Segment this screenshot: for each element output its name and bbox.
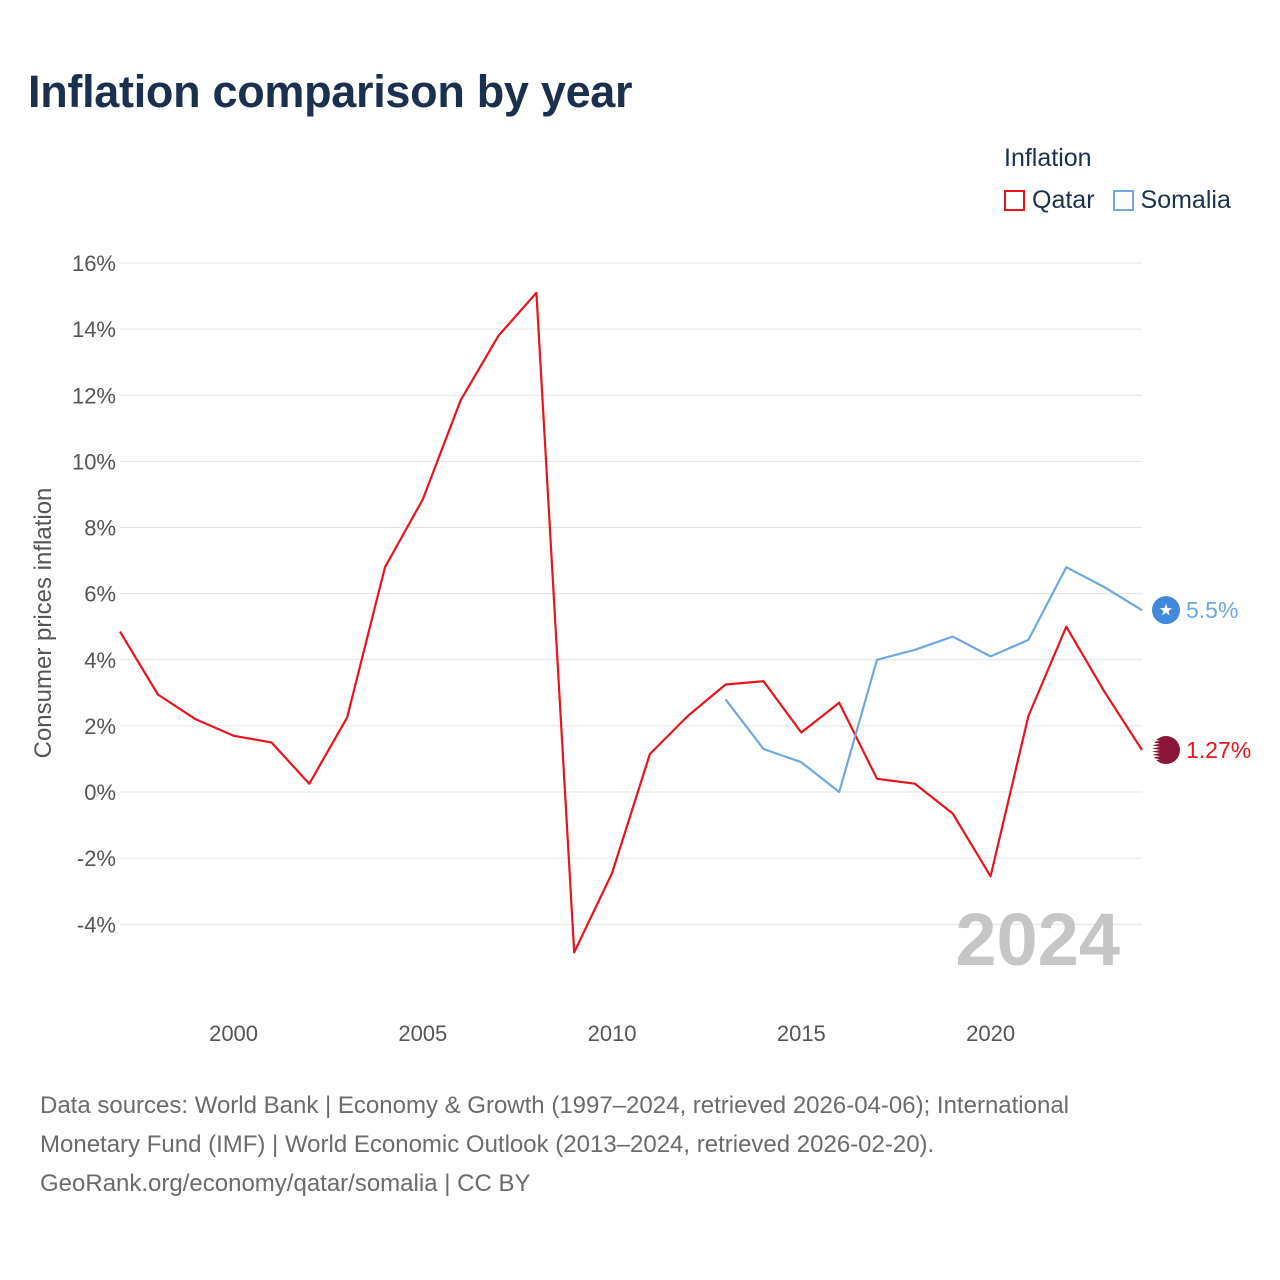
legend-item-qatar[interactable]: Qatar (1004, 186, 1095, 215)
legend: Qatar Somalia (1004, 186, 1231, 215)
y-tick-label: 6% (84, 582, 116, 607)
y-tick-label: -2% (77, 846, 116, 871)
series-line-qatar[interactable] (119, 291, 1143, 954)
y-axis-ticks: -4% -2% 0% 2% 4% 6% 8% 10% 12% 14% 16% (72, 251, 116, 937)
legend-item-somalia[interactable]: Somalia (1112, 186, 1231, 215)
footer: Data sources: World Bank | Economy & Gro… (40, 1086, 1069, 1203)
y-tick-label: 10% (72, 449, 116, 474)
x-tick-label: 2015 (777, 1021, 826, 1046)
y-tick-label: 2% (84, 714, 116, 739)
y-tick-label: -4% (77, 912, 116, 937)
x-tick-label: 2000 (209, 1021, 258, 1046)
end-markers: 1.27% 5.5% (1152, 596, 1251, 765)
y-tick-label: 16% (72, 251, 116, 276)
y-tick-label: 8% (84, 516, 116, 541)
end-value-label-somalia: 5.5% (1186, 597, 1238, 623)
x-tick-label: 2005 (398, 1021, 447, 1046)
current-year-label: 2024 (955, 898, 1120, 981)
legend-label-somalia: Somalia (1140, 186, 1231, 214)
legend-swatch-somalia (1112, 190, 1134, 211)
footer-sources-line2: Monetary Fund (IMF) | World Economic Out… (40, 1131, 935, 1158)
end-value-label-qatar: 1.27% (1186, 737, 1251, 763)
y-axis-label: Consumer prices inflation (30, 488, 57, 759)
y-tick-label: 12% (72, 383, 116, 408)
y-tick-label: 14% (72, 317, 116, 342)
series-line-somalia[interactable] (724, 566, 1143, 794)
legend-title: Inflation (1004, 144, 1092, 172)
y-tick-label: 0% (84, 780, 116, 805)
gridlines (120, 262, 1142, 925)
legend-swatch-qatar (1004, 190, 1025, 211)
somalia-flag-icon (1152, 596, 1180, 625)
x-tick-label: 2010 (588, 1021, 637, 1046)
legend-label-qatar: Qatar (1032, 186, 1095, 214)
x-axis-ticks: 2000 2005 2010 2015 2020 (209, 1021, 1015, 1046)
footer-credit[interactable]: GeoRank.org/economy/qatar/somalia | CC B… (40, 1170, 531, 1197)
series-lines (119, 291, 1143, 954)
chart-title: Inflation comparison by year (28, 66, 633, 117)
qatar-flag-icon (1152, 736, 1180, 765)
y-tick-label: 4% (84, 648, 116, 673)
footer-sources-line1: Data sources: World Bank | Economy & Gro… (40, 1092, 1070, 1119)
x-tick-label: 2020 (966, 1021, 1015, 1046)
